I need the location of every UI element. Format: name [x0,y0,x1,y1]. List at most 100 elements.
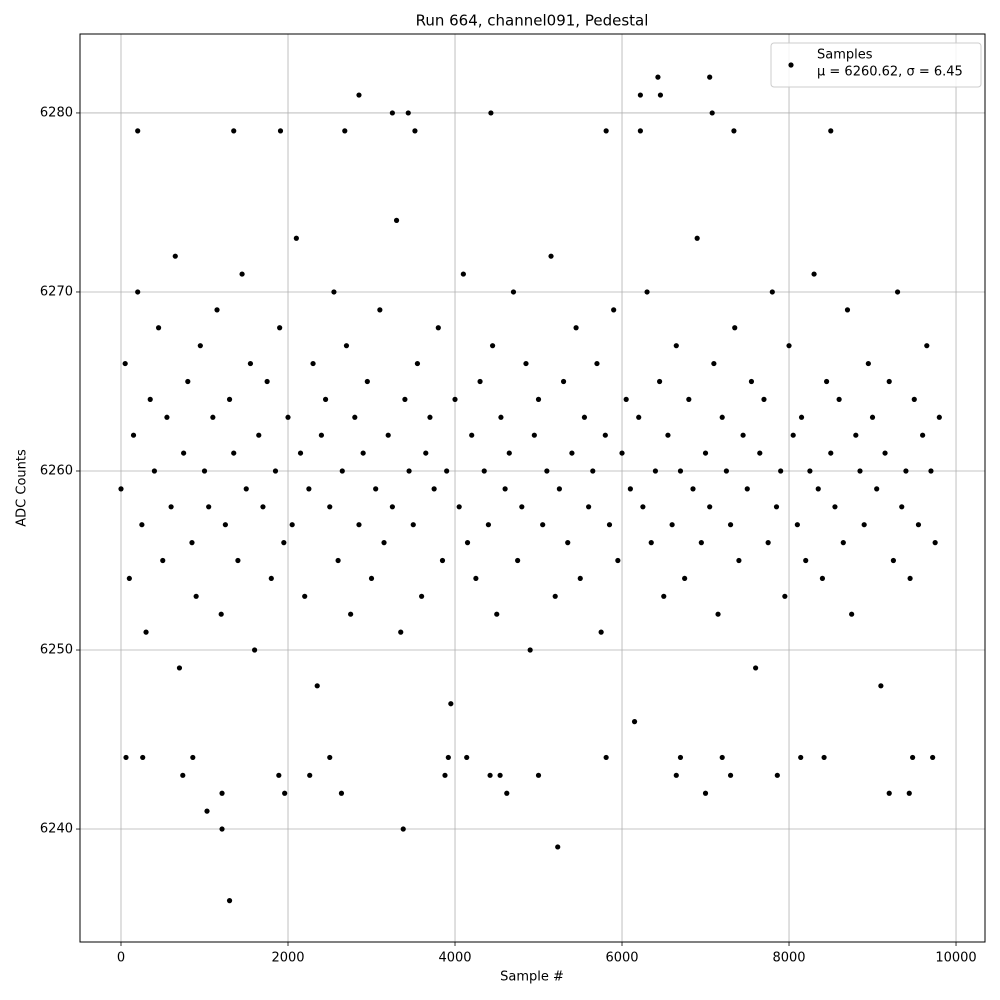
sample-point [231,128,237,134]
sample-point [709,110,715,116]
sample-point [235,557,241,564]
sample-point [936,414,942,420]
sample-point [419,593,425,599]
sample-point [732,325,738,331]
sample-point [523,360,529,367]
sample-point [481,468,487,474]
sample-point [832,504,838,510]
sample-point [190,754,196,761]
sample-point [603,128,609,134]
sample-point [477,378,483,385]
sample-point [707,74,713,80]
sample-point [381,540,387,546]
sample-point [903,468,909,474]
sample-point [798,754,804,761]
sample-point [910,754,916,761]
sample-point [753,665,759,671]
sample-point [445,754,451,761]
sample-point [226,396,233,402]
sample-point [548,253,554,259]
sample-point [143,629,149,635]
sample-point [673,772,679,778]
sample-point [736,557,742,564]
sample-point [515,557,521,564]
sample-point [464,754,470,761]
sample-point [652,468,659,474]
sample-point [698,540,704,546]
sample-point [694,235,700,241]
sample-point [256,432,262,438]
x-tick-label: 0 [117,951,125,966]
sample-point [640,504,646,510]
sample-point [389,504,395,510]
legend-box [770,42,982,88]
sample-point [289,522,295,528]
sample-point [297,450,304,456]
sample-point [473,575,479,582]
sample-point [655,74,661,80]
sample-point [360,450,366,456]
sample-point [782,593,788,599]
sample-point [878,683,884,689]
sample-point [823,378,830,385]
sample-point [400,826,406,832]
sample-point [464,540,471,546]
sample-point [865,360,871,367]
sample-point [412,128,418,134]
sample-point [302,593,308,599]
sample-point [519,504,525,510]
chart-title: Run 664, channel091, Pedestal [416,12,649,30]
sample-point [731,128,737,134]
sample-point [657,92,664,98]
sample-point [552,593,558,599]
sample-point [322,396,329,402]
sample-point [277,325,283,331]
sample-point [172,253,178,259]
sample-point [427,414,433,420]
sample-point [452,396,458,402]
x-tick-label: 4000 [438,951,471,966]
sample-point [911,396,917,402]
sample-point [423,450,429,456]
sample-point [439,557,446,564]
sample-point [180,772,186,778]
sample-point [488,110,494,116]
sample-point [130,432,137,438]
sample-point [535,396,542,402]
sample-point [853,432,859,438]
sample-point [506,450,512,456]
sample-point [619,450,625,456]
sample-point [310,360,316,367]
sample-point [661,593,667,599]
y-tick-label: 6250 [40,643,73,658]
sample-point [686,396,692,402]
sample-point [469,432,475,438]
sample-point [356,92,362,98]
sample-point [644,289,650,295]
sample-point [118,486,124,492]
sample-point [719,414,725,420]
sample-point [928,468,934,474]
sample-point [327,504,333,510]
sample-point [343,343,350,349]
sample-point [569,450,575,456]
sample-point [210,414,216,420]
sample-point [702,790,709,796]
sample-point [410,522,416,528]
sample-point [389,110,395,116]
sample-point [594,360,600,367]
sample-point [577,575,583,582]
sample-point [385,432,391,438]
sample-point [502,486,508,492]
sample-point [348,611,354,617]
sample-point [555,844,561,850]
sample-point [849,611,855,617]
sample-point [489,343,496,349]
sample-point [140,754,146,761]
sample-point [636,414,642,420]
sample-point [819,575,826,582]
sample-point [757,450,763,456]
sample-point [485,522,492,528]
sample-point [828,128,834,134]
sample-point [748,378,755,385]
